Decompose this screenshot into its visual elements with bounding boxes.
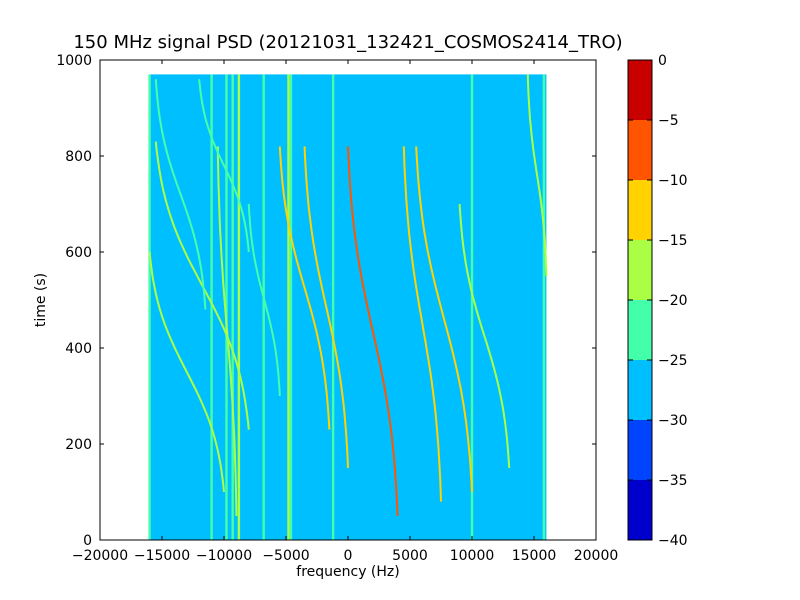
doppler-track-3 [216,146,238,517]
vertical-feature-0 [148,74,151,540]
y-tick-label: 400 [65,341,92,357]
heatmap-background [149,74,547,540]
doppler-track-5 [303,146,349,469]
colorbar-band-1 [628,420,652,480]
doppler-track-12 [247,203,281,397]
colorbar-tick-label: −10 [658,173,688,189]
x-tick-label: 20000 [574,548,619,564]
colorbar-tick-label: 0 [658,53,667,69]
x-tick-label: −5000 [262,548,309,564]
vertical-feature-9 [470,74,474,540]
vertical-feature-6 [287,74,290,540]
y-tick-label: 1000 [56,53,92,69]
y-tick-label: 600 [65,245,92,261]
colorbar-band-6 [628,120,652,180]
colorbar-tick-label: −25 [658,353,688,369]
x-tick-label: 15000 [512,548,557,564]
colorbar-tick-label: −15 [658,233,688,249]
colorbar-tick-label: −30 [658,413,688,429]
colorbar-band-4 [628,240,652,300]
doppler-track-2 [154,79,207,310]
colorbar-tick-label: −5 [658,113,679,129]
x-tick-label: 10000 [450,548,495,564]
y-axis: 0 200 400 600 800 1000 [56,53,596,549]
colorbar-band-0 [628,480,652,540]
x-tick-label: −10000 [196,548,252,564]
colorbar: 0 −5 −10 −15 −20 −25 −30 −35 −40 [627,53,688,549]
x-tick-label: −15000 [134,548,190,564]
colorbar-band-7 [628,60,652,120]
doppler-track-0 [148,251,225,493]
vertical-feature-2 [225,74,228,540]
y-tick-label: 800 [65,149,92,165]
doppler-track-6 [347,146,399,517]
doppler-track-8 [415,146,473,493]
vertical-feature-10 [542,74,546,540]
colorbar-band-2 [628,360,652,420]
x-axis: −20000 −15000 −10000 −5000 0 5000 10000 15000 20… [72,60,618,564]
vertical-feature-8 [331,74,335,540]
doppler-track-9 [458,203,511,469]
colorbar-band-5 [628,180,652,240]
doppler-track-7 [402,146,442,502]
x-tick-label: −20000 [72,548,128,564]
x-tick-label: 5000 [392,548,428,564]
vertical-feature-7 [289,74,293,540]
x-tick-label: 0 [344,548,353,564]
colorbar-tick-label: −35 [658,473,688,489]
doppler-track-11 [198,79,250,253]
x-axis-title: frequency (Hz) [296,564,399,580]
plot-area: −20000 −15000 −10000 −5000 0 5000 10000 15000 20… [56,53,618,564]
doppler-track-10 [526,74,548,277]
vertical-feature-4 [237,74,241,540]
y-axis-title: time (s) [33,273,49,327]
doppler-track-4 [278,146,331,430]
vertical-feature-3 [231,74,234,540]
vertical-feature-5 [262,74,265,540]
colorbar-tick-label: −40 [658,533,688,549]
y-tick-label: 0 [83,533,92,549]
colorbar-tick-label: −20 [658,293,688,309]
spectrogram-heatmap [148,74,548,540]
chart-title: 150 MHz signal PSD (20121031_132421_COSM… [73,32,622,53]
vertical-feature-1 [210,74,213,540]
y-tick-label: 200 [65,437,92,453]
colorbar-band-3 [628,300,652,360]
